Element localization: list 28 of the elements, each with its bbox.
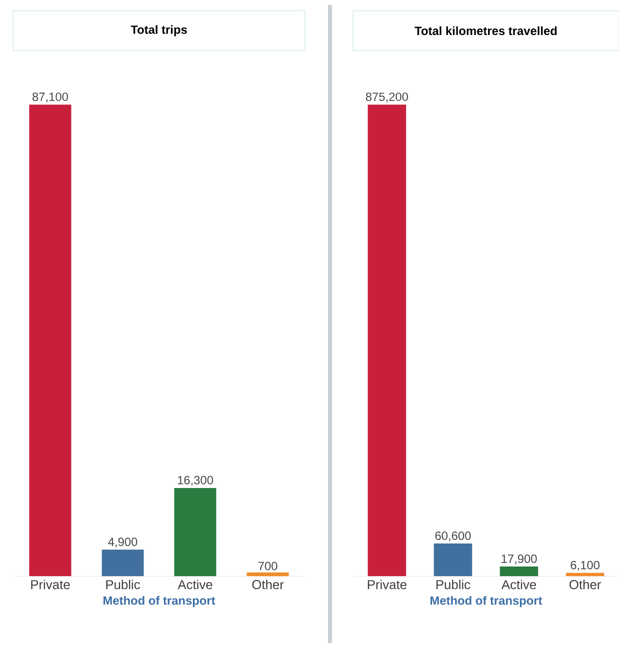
data-label: 60,600 [435,532,471,542]
x-tick-label: Other [252,580,284,590]
data-label: 17,900 [502,554,537,564]
bar [500,566,538,576]
x-tick-label: Private [31,580,70,590]
data-label: 16,300 [178,476,213,486]
chart-title: Total kilometres travelled [414,26,556,36]
bar [102,550,144,576]
data-label: 700 [258,562,278,570]
x-tick-label: Active [178,580,212,590]
x-tick-label: Public [436,580,470,590]
x-tick-label: Active [501,580,536,590]
x-tick-label: Public [106,580,140,590]
data-label: 87,100 [32,92,68,102]
bar [174,488,216,576]
x-axis-title: Method of transport [103,596,215,608]
x-tick-label: Other [569,580,601,590]
x-tick-label: Private [368,580,406,590]
data-label: 6,100 [570,560,600,571]
bar [434,544,472,576]
bar [368,104,406,576]
bar [29,104,72,576]
bar [246,572,289,576]
bar [566,572,604,576]
x-axis-title: Method of transport [430,596,542,608]
data-label: 875,200 [366,92,408,102]
chart-title: Total trips [130,25,187,36]
data-label: 4,900 [108,538,138,548]
